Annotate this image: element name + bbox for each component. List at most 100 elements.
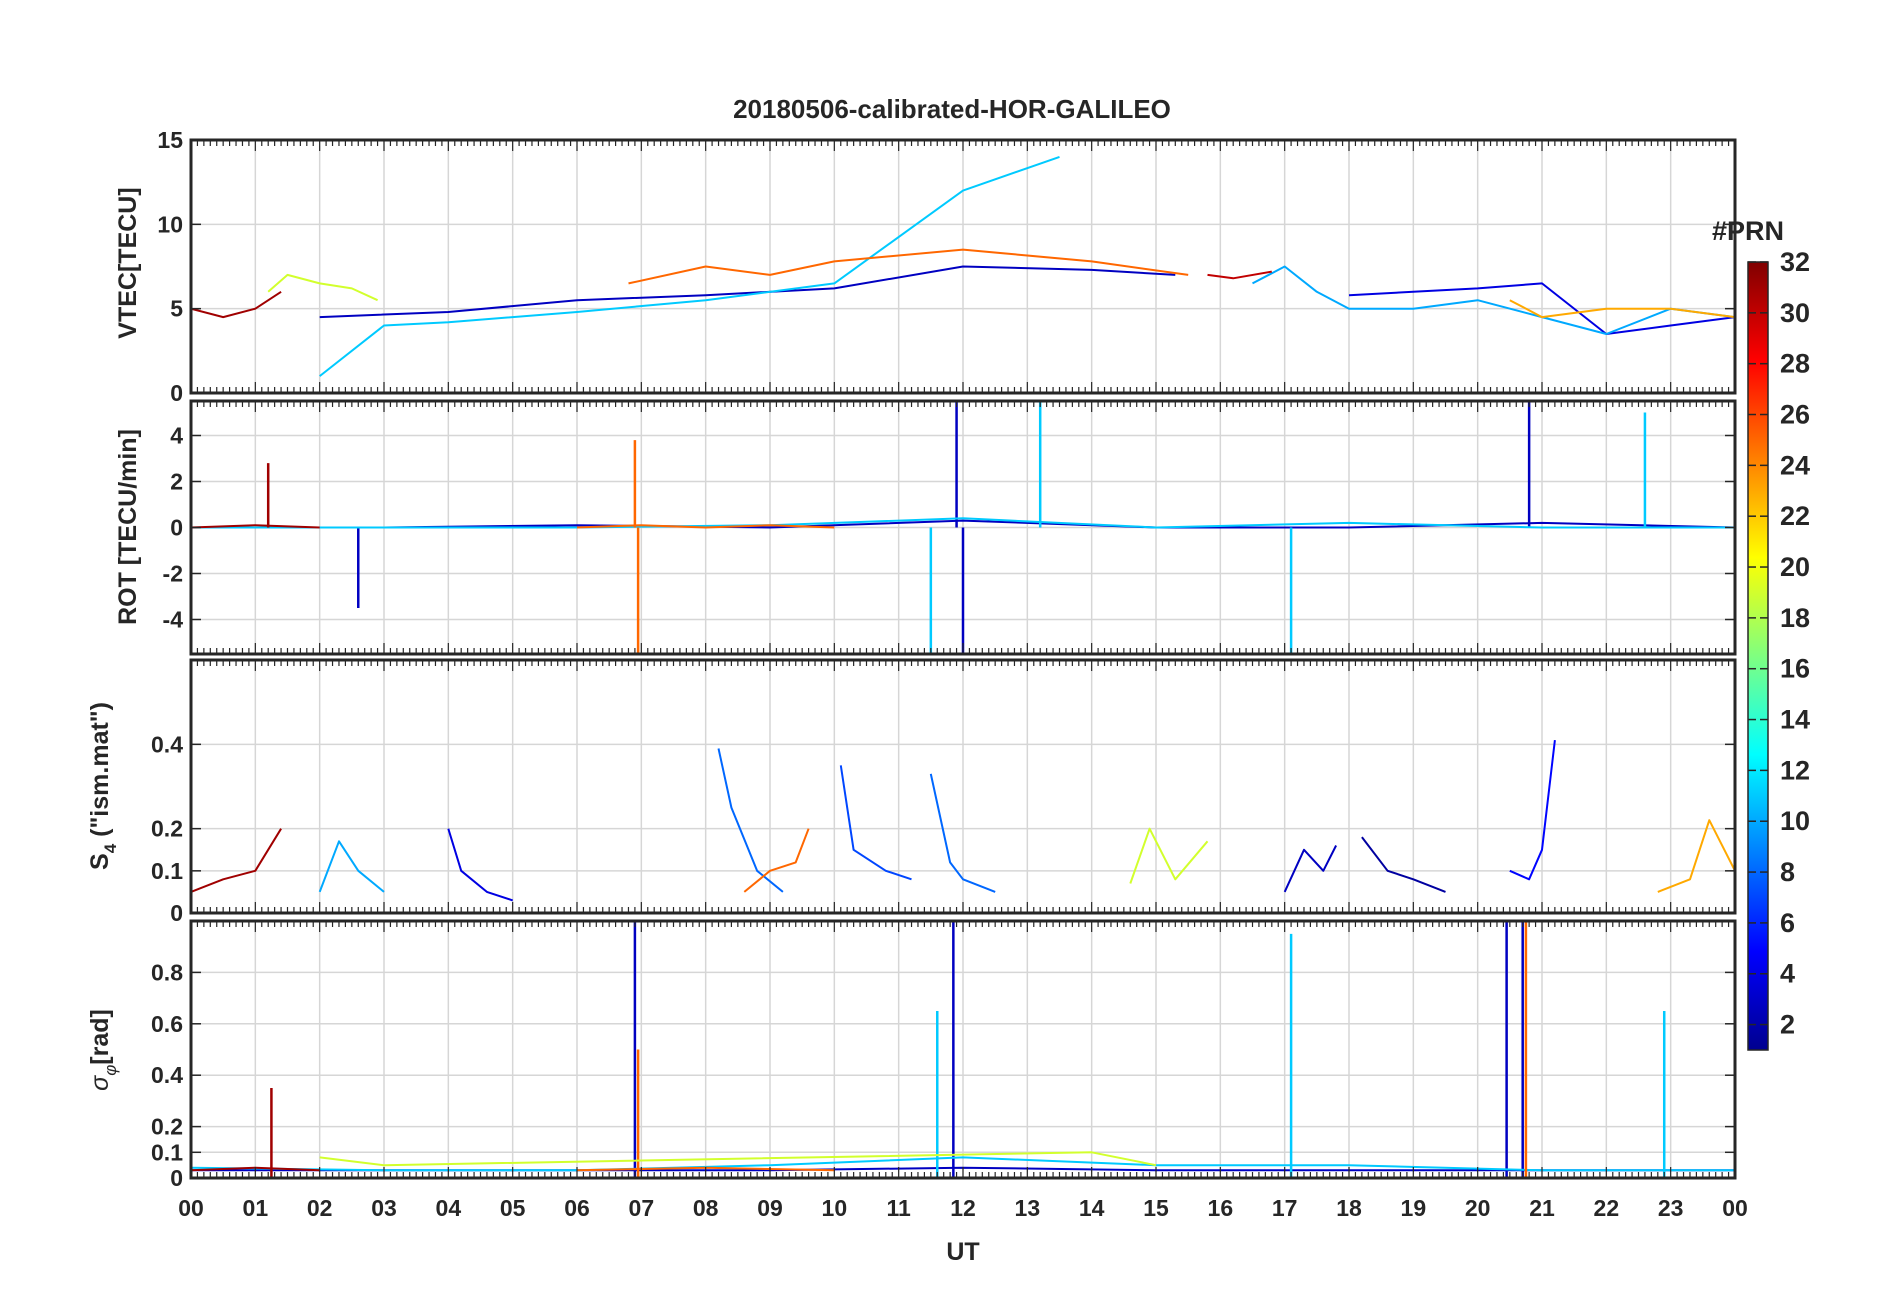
s4-label-main: S — [86, 853, 114, 870]
colorbar-tick-label: 20 — [1780, 552, 1810, 582]
figure-title: 20180506-calibrated-HOR-GALILEO — [733, 94, 1171, 124]
y-tick-label: -4 — [163, 607, 184, 633]
colorbar-tick-label: 2 — [1780, 1010, 1795, 1040]
colorbar-tick-label: 30 — [1780, 298, 1810, 328]
y-tick-label: 0 — [170, 1165, 183, 1191]
y-tick-label: 0 — [170, 515, 183, 541]
x-tick-label: 20 — [1465, 1195, 1491, 1221]
series-line-prn-5 — [1509, 739, 1556, 881]
series-line-prn-25 — [576, 524, 835, 529]
series-line-prn-11 — [319, 155, 1060, 377]
x-tick-label: 00 — [1722, 1195, 1748, 1221]
series-line-prn-19 — [1129, 827, 1209, 884]
series-line-prn-4 — [1348, 282, 1735, 335]
panel-frame — [189, 399, 1737, 656]
colorbar-tick-label: 16 — [1780, 654, 1810, 684]
x-tick-label: 14 — [1079, 1195, 1105, 1221]
y-tick-label: -2 — [163, 561, 183, 587]
colorbar-tick-label: 14 — [1780, 705, 1810, 735]
colorbar-title: #PRN — [1712, 216, 1784, 246]
colorbar-tick-label: 22 — [1780, 501, 1810, 531]
x-tick-label: 06 — [564, 1195, 590, 1221]
colorbar-tick-label: 6 — [1780, 908, 1795, 938]
x-tick-labels: 00 01 02 03 04 05 06 07 08 09 10 11 12 13 14 15 16 17 18 19… — [178, 1195, 1748, 1221]
series-line-prn-4 — [447, 828, 514, 902]
y-tick-label: 5 — [170, 296, 183, 322]
series-line-prn-23 — [1657, 819, 1735, 893]
series-line-prn-25 — [628, 248, 1189, 285]
sigma-label-rest: [rad] — [86, 1009, 114, 1065]
series-line-prn-31 — [191, 828, 282, 893]
x-tick-label: 17 — [1272, 1195, 1298, 1221]
y-tick-label: 4 — [170, 423, 183, 449]
s4-label-rest: ("ism.mat") — [86, 702, 114, 844]
s4-axis-label: S4 ("ism.mat") — [86, 702, 120, 870]
colorbar-tick-label: 10 — [1780, 806, 1810, 836]
y-tick-label: 0.4 — [151, 1062, 183, 1088]
colorbar-tick-label: 32 — [1780, 247, 1810, 277]
x-tick-label: 04 — [436, 1195, 462, 1221]
x-tick-label: 15 — [1143, 1195, 1169, 1221]
series-line-prn-23 — [1509, 299, 1735, 319]
colorbar-tick-label: 18 — [1780, 603, 1810, 633]
y-tick-label: 0 — [170, 900, 183, 926]
x-tick-label: 00 — [178, 1195, 204, 1221]
y-tick-label: 15 — [157, 127, 183, 153]
x-tick-label: 02 — [307, 1195, 333, 1221]
x-tick-label: 18 — [1336, 1195, 1362, 1221]
x-tick-label: 01 — [243, 1195, 269, 1221]
x-tick-label: 09 — [757, 1195, 783, 1221]
y-tick-label: 0.1 — [151, 858, 183, 884]
series-line-prn-30 — [1207, 270, 1272, 280]
y-tick-label: 0 — [170, 380, 183, 406]
sigma-label-main: σ — [86, 1075, 114, 1091]
sigma-phi-panel: 00.10.2 0.4 0.6 0.8 — [151, 919, 1737, 1191]
series-group — [191, 739, 1735, 902]
series-line-prn-3 — [1283, 845, 1337, 893]
colorbar-tick-label: 12 — [1780, 755, 1810, 785]
series-line-prn-8 — [929, 773, 996, 893]
y-tick-label: 0.1 — [151, 1139, 183, 1165]
x-tick-label: 05 — [500, 1195, 526, 1221]
series-line-prn-31 — [191, 290, 282, 319]
colorbar-gradient — [1747, 261, 1769, 1051]
x-tick-label: 12 — [950, 1195, 976, 1221]
y-tick-label: 0.4 — [151, 731, 183, 757]
sigma-phi-axis-label: σφ[rad] — [86, 1009, 120, 1091]
panel-frame — [189, 138, 1737, 395]
series-line-prn-31 — [191, 524, 320, 529]
y-tick-label: 0.2 — [151, 1114, 183, 1140]
series-line-prn-10 — [318, 840, 385, 893]
x-tick-label: 16 — [1208, 1195, 1234, 1221]
colorbar-tick-label: 8 — [1780, 857, 1795, 887]
colorbar-tick-label: 24 — [1780, 450, 1810, 480]
series-line-prn-2 — [1361, 836, 1446, 893]
s4-label-sub: 4 — [101, 843, 120, 853]
series-line-prn-25 — [743, 828, 810, 893]
x-tick-label: 07 — [629, 1195, 655, 1221]
series-line-prn-8 — [717, 748, 784, 893]
x-tick-label: 11 — [887, 1195, 912, 1221]
series-line-prn-10 — [1252, 265, 1735, 335]
series-line-prn-11 — [191, 517, 1735, 529]
s4-panel: 0 0.1 0.2 0.4 — [151, 658, 1737, 926]
panel-frame — [189, 919, 1737, 1180]
colorbar-tick-label: 26 — [1780, 400, 1810, 430]
vtec-panel: 0 5 10 15 — [157, 127, 1737, 406]
series-line-prn-19 — [267, 273, 379, 302]
colorbar-tick-label: 4 — [1780, 959, 1795, 989]
series-line-prn-19 — [319, 1151, 1157, 1167]
series-line-prn-7 — [839, 765, 912, 881]
panel-frame — [189, 658, 1737, 915]
x-axis-label: UT — [946, 1238, 979, 1266]
sigma-label-sub: φ — [101, 1065, 120, 1076]
series-group — [191, 401, 1735, 654]
rot-axis-label: ROT [TECU/min] — [114, 429, 142, 625]
vtec-axis-label: VTEC[TECU] — [114, 187, 142, 338]
y-tick-label: 2 — [170, 469, 183, 495]
x-tick-label: 21 — [1529, 1195, 1555, 1221]
colorbar-tick-label: 28 — [1780, 349, 1810, 379]
